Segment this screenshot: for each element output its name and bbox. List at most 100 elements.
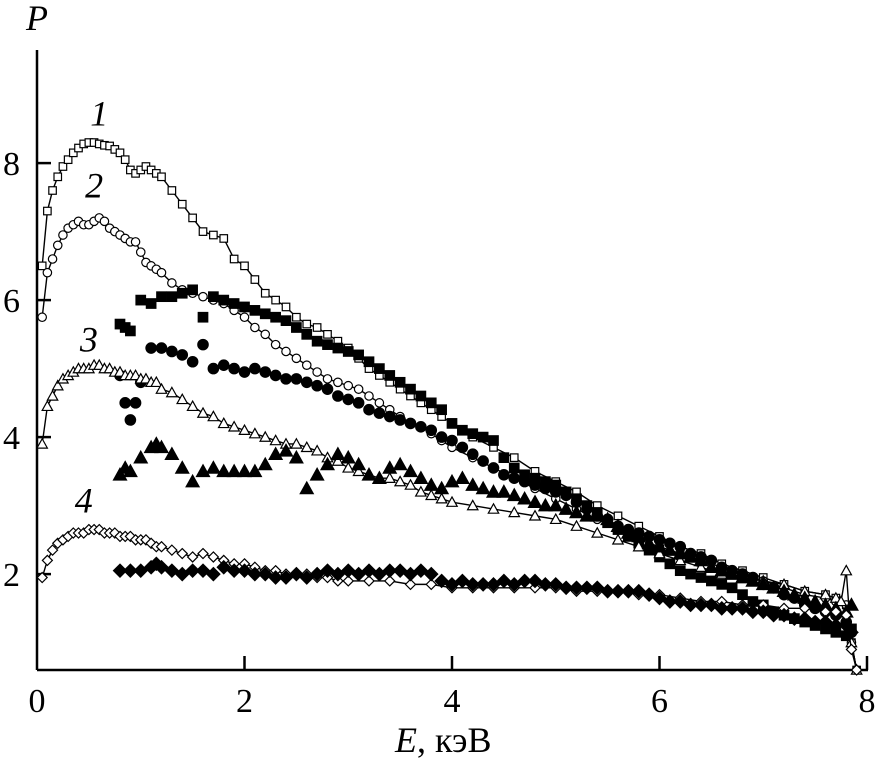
- data-point: [288, 449, 304, 464]
- data-point: [404, 417, 417, 430]
- data-point: [164, 446, 180, 461]
- data-point: [37, 261, 47, 271]
- data-point: [538, 577, 553, 592]
- data-point: [509, 453, 519, 462]
- data-point: [239, 301, 250, 313]
- data-point: [46, 389, 59, 401]
- data-point: [217, 359, 230, 371]
- data-point: [176, 547, 189, 560]
- x-ticks: 0 2 4 6 8: [29, 656, 876, 720]
- data-point: [41, 399, 54, 412]
- data-point: [498, 468, 510, 481]
- data-point: [435, 492, 448, 504]
- data-point: [259, 366, 272, 378]
- data-point: [371, 470, 387, 484]
- data-point: [353, 384, 364, 394]
- data-point: [112, 563, 128, 579]
- data-point: [46, 544, 59, 556]
- data-point: [197, 311, 209, 323]
- data-point: [156, 291, 167, 303]
- data-point: [218, 294, 230, 306]
- data-point: [600, 583, 615, 599]
- data-point: [271, 295, 280, 305]
- data-point: [58, 230, 68, 240]
- data-point: [828, 618, 844, 633]
- data-point: [249, 362, 261, 375]
- data-point: [631, 528, 647, 543]
- data-point: [332, 390, 344, 402]
- data-point: [591, 526, 604, 538]
- data-point: [508, 506, 521, 518]
- data-point: [48, 186, 57, 195]
- data-point: [685, 568, 696, 580]
- data-point: [36, 571, 49, 584]
- data-point: [683, 597, 698, 613]
- data-point: [145, 298, 157, 309]
- data-point: [167, 186, 177, 195]
- data-point: [414, 485, 428, 497]
- y-tick-label: 2: [3, 557, 20, 594]
- data-point: [115, 148, 125, 158]
- data-point: [537, 497, 553, 512]
- data-point: [174, 460, 190, 474]
- data-point: [119, 397, 131, 409]
- data-point: [150, 375, 163, 388]
- data-point: [153, 439, 170, 454]
- data-point: [487, 462, 500, 474]
- data-point: [259, 308, 271, 320]
- data-point: [155, 342, 168, 354]
- data-point: [176, 287, 188, 299]
- data-point: [373, 407, 386, 419]
- y-tick-label: 8: [3, 146, 20, 183]
- data-point: [549, 486, 562, 498]
- data-point: [706, 575, 717, 587]
- data-point: [247, 463, 263, 478]
- data-point: [415, 390, 427, 402]
- data-point: [384, 370, 396, 381]
- data-point: [465, 477, 481, 491]
- data-point: [226, 563, 242, 579]
- plot-area: 0 2 4 6 8 2 4 6 8 1 2 3 4: [3, 50, 876, 720]
- data-point: [734, 569, 751, 584]
- data-point: [445, 495, 459, 507]
- x-tick-label: 2: [236, 683, 253, 720]
- data-point: [268, 570, 283, 585]
- data-point: [579, 580, 595, 596]
- data-point: [415, 421, 427, 433]
- data-point: [498, 452, 510, 463]
- data-point: [290, 373, 303, 385]
- data-point: [840, 564, 853, 576]
- data-point: [122, 463, 138, 478]
- data-point: [260, 288, 270, 298]
- data-point: [185, 473, 201, 488]
- data-point: [834, 595, 848, 607]
- x-tick-label: 8: [859, 683, 876, 720]
- data-point: [352, 464, 365, 477]
- data-point: [683, 549, 699, 563]
- data-point: [145, 342, 157, 354]
- series-square-open: [37, 138, 861, 675]
- data-point: [361, 467, 377, 481]
- data-point: [434, 480, 450, 495]
- data-point: [166, 544, 178, 556]
- data-point: [228, 298, 240, 309]
- data-point: [280, 315, 292, 326]
- data-point: [249, 305, 261, 316]
- data-point: [674, 553, 687, 566]
- data-point: [518, 475, 531, 488]
- data-point: [446, 434, 458, 447]
- data-point: [766, 580, 782, 594]
- data-point: [270, 311, 281, 323]
- data-point: [830, 605, 842, 618]
- data-point: [205, 460, 221, 474]
- data-point: [300, 440, 313, 453]
- data-point: [155, 540, 168, 553]
- data-point: [724, 566, 740, 580]
- data-point: [786, 586, 802, 601]
- data-point: [694, 560, 708, 573]
- data-point: [52, 240, 63, 251]
- data-point: [269, 434, 282, 446]
- data-point: [342, 346, 354, 357]
- data-point: [37, 312, 47, 323]
- data-point: [579, 508, 595, 522]
